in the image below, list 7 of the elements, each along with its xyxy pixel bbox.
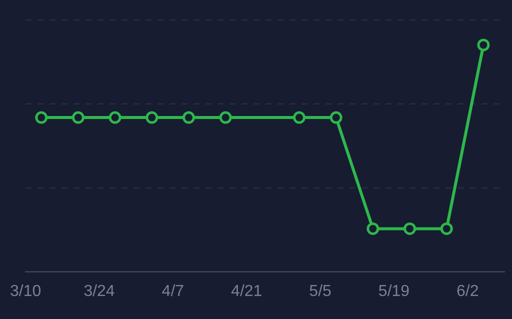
x-tick-label: 3/10 xyxy=(10,282,42,300)
x-tick-label: 5/5 xyxy=(309,282,332,300)
x-tick-label: 5/19 xyxy=(378,282,410,300)
x-tick-label: 4/21 xyxy=(231,282,262,300)
x-tick-label: 3/24 xyxy=(84,282,115,300)
x-tick-label: 4/7 xyxy=(162,282,184,300)
x-tick-label: 6/2 xyxy=(456,282,479,300)
